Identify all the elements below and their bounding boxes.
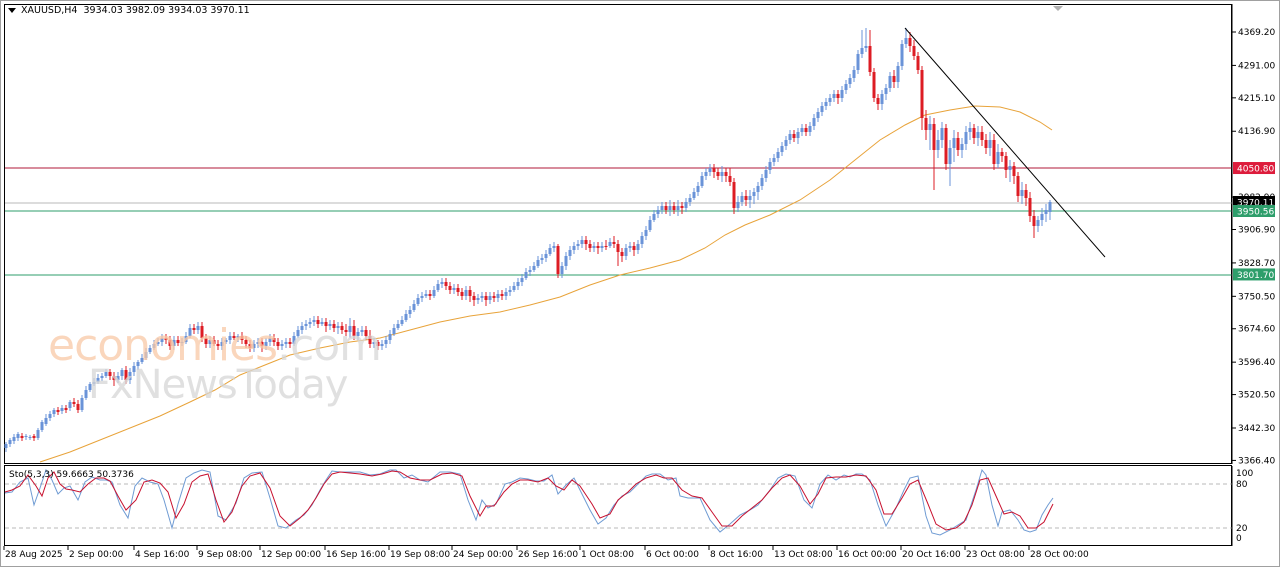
price-badge: 3950.56 bbox=[1237, 208, 1274, 218]
stochastic-label: Sto(5,3,3) 59.6663 50.3736 bbox=[9, 470, 134, 480]
price-tick-label: 4291.00 bbox=[1238, 61, 1275, 71]
time-tick-label: 2 Sep 00:00 bbox=[69, 550, 124, 560]
time-tick-label: 8 Oct 16:00 bbox=[710, 550, 763, 560]
symbol-label: XAUUSD,H4 bbox=[21, 5, 78, 16]
collapse-triangle-icon[interactable] bbox=[8, 8, 16, 13]
time-tick-label: 1 Oct 08:00 bbox=[581, 550, 634, 560]
time-tick-label: 4 Sep 16:00 bbox=[135, 550, 190, 560]
time-tick-label: 24 Sep 00:00 bbox=[453, 550, 513, 560]
stochastic-main-line bbox=[4, 468, 1054, 536]
time-tick-label: 13 Oct 08:00 bbox=[774, 550, 833, 560]
price-tick-label: 3366.40 bbox=[1238, 456, 1275, 466]
chart-header: XAUUSD,H4 3934.03 3982.09 3934.03 3970.1… bbox=[8, 5, 250, 16]
price-tick-label: 3750.50 bbox=[1238, 292, 1275, 302]
time-axis[interactable]: 28 Aug 2025 2 Sep 00:00 4 Sep 16:00 9 Sep 0… bbox=[3, 546, 1089, 560]
price-tick-label: 3906.90 bbox=[1238, 226, 1275, 236]
time-tick-label: 12 Sep 00:00 bbox=[261, 550, 321, 560]
price-tick-label: 3828.70 bbox=[1238, 259, 1275, 269]
time-tick-label: 6 Oct 00:00 bbox=[646, 550, 699, 560]
time-tick-label: 28 Aug 2025 bbox=[5, 550, 63, 560]
time-tick-label: 20 Oct 16:00 bbox=[902, 550, 961, 560]
price-tick-label: 3674.60 bbox=[1238, 325, 1275, 335]
candlestick-series bbox=[4, 28, 1052, 452]
ohlc-values: 3934.03 3982.09 3934.03 3970.11 bbox=[83, 5, 250, 16]
price-axis[interactable]: 4369.204291.004215.104136.903982.903906.… bbox=[1231, 4, 1275, 466]
time-tick-label: 23 Oct 08:00 bbox=[966, 550, 1025, 560]
price-tick-label: 3520.50 bbox=[1238, 391, 1275, 401]
stoch-level-label: 0 bbox=[1236, 534, 1242, 544]
moving-average-line bbox=[39, 105, 1053, 463]
stoch-level-label: 20 bbox=[1236, 524, 1248, 534]
time-tick-label: 28 Oct 00:00 bbox=[1030, 550, 1089, 560]
watermark-economies: economies.com bbox=[48, 320, 382, 371]
price-tick-label: 3596.40 bbox=[1238, 358, 1275, 368]
stoch-level-label: 80 bbox=[1236, 480, 1248, 490]
chart-shift-marker-icon[interactable] bbox=[1053, 6, 1063, 11]
stochastic-signal-line bbox=[4, 470, 1054, 531]
downtrend-line[interactable] bbox=[904, 27, 1106, 258]
time-tick-label: 19 Sep 08:00 bbox=[390, 550, 450, 560]
price-tick-label: 3442.30 bbox=[1238, 424, 1275, 434]
price-tick-label: 4136.90 bbox=[1238, 127, 1275, 137]
time-tick-label: 9 Sep 08:00 bbox=[198, 550, 253, 560]
price-tick-label: 4215.10 bbox=[1238, 94, 1275, 104]
time-tick-label: 16 Oct 00:00 bbox=[838, 550, 897, 560]
watermark-fxnewstoday: FxNewsToday bbox=[88, 362, 348, 408]
stoch-level-label: 100 bbox=[1236, 469, 1253, 479]
time-tick-label: 26 Sep 16:00 bbox=[518, 550, 578, 560]
price-badge: 3970.11 bbox=[1237, 199, 1274, 209]
time-tick-label: 16 Sep 16:00 bbox=[326, 550, 386, 560]
price-tick-label: 4369.20 bbox=[1238, 28, 1275, 38]
price-badge: 4050.80 bbox=[1237, 165, 1274, 175]
price-badge: 3801.70 bbox=[1237, 271, 1274, 281]
